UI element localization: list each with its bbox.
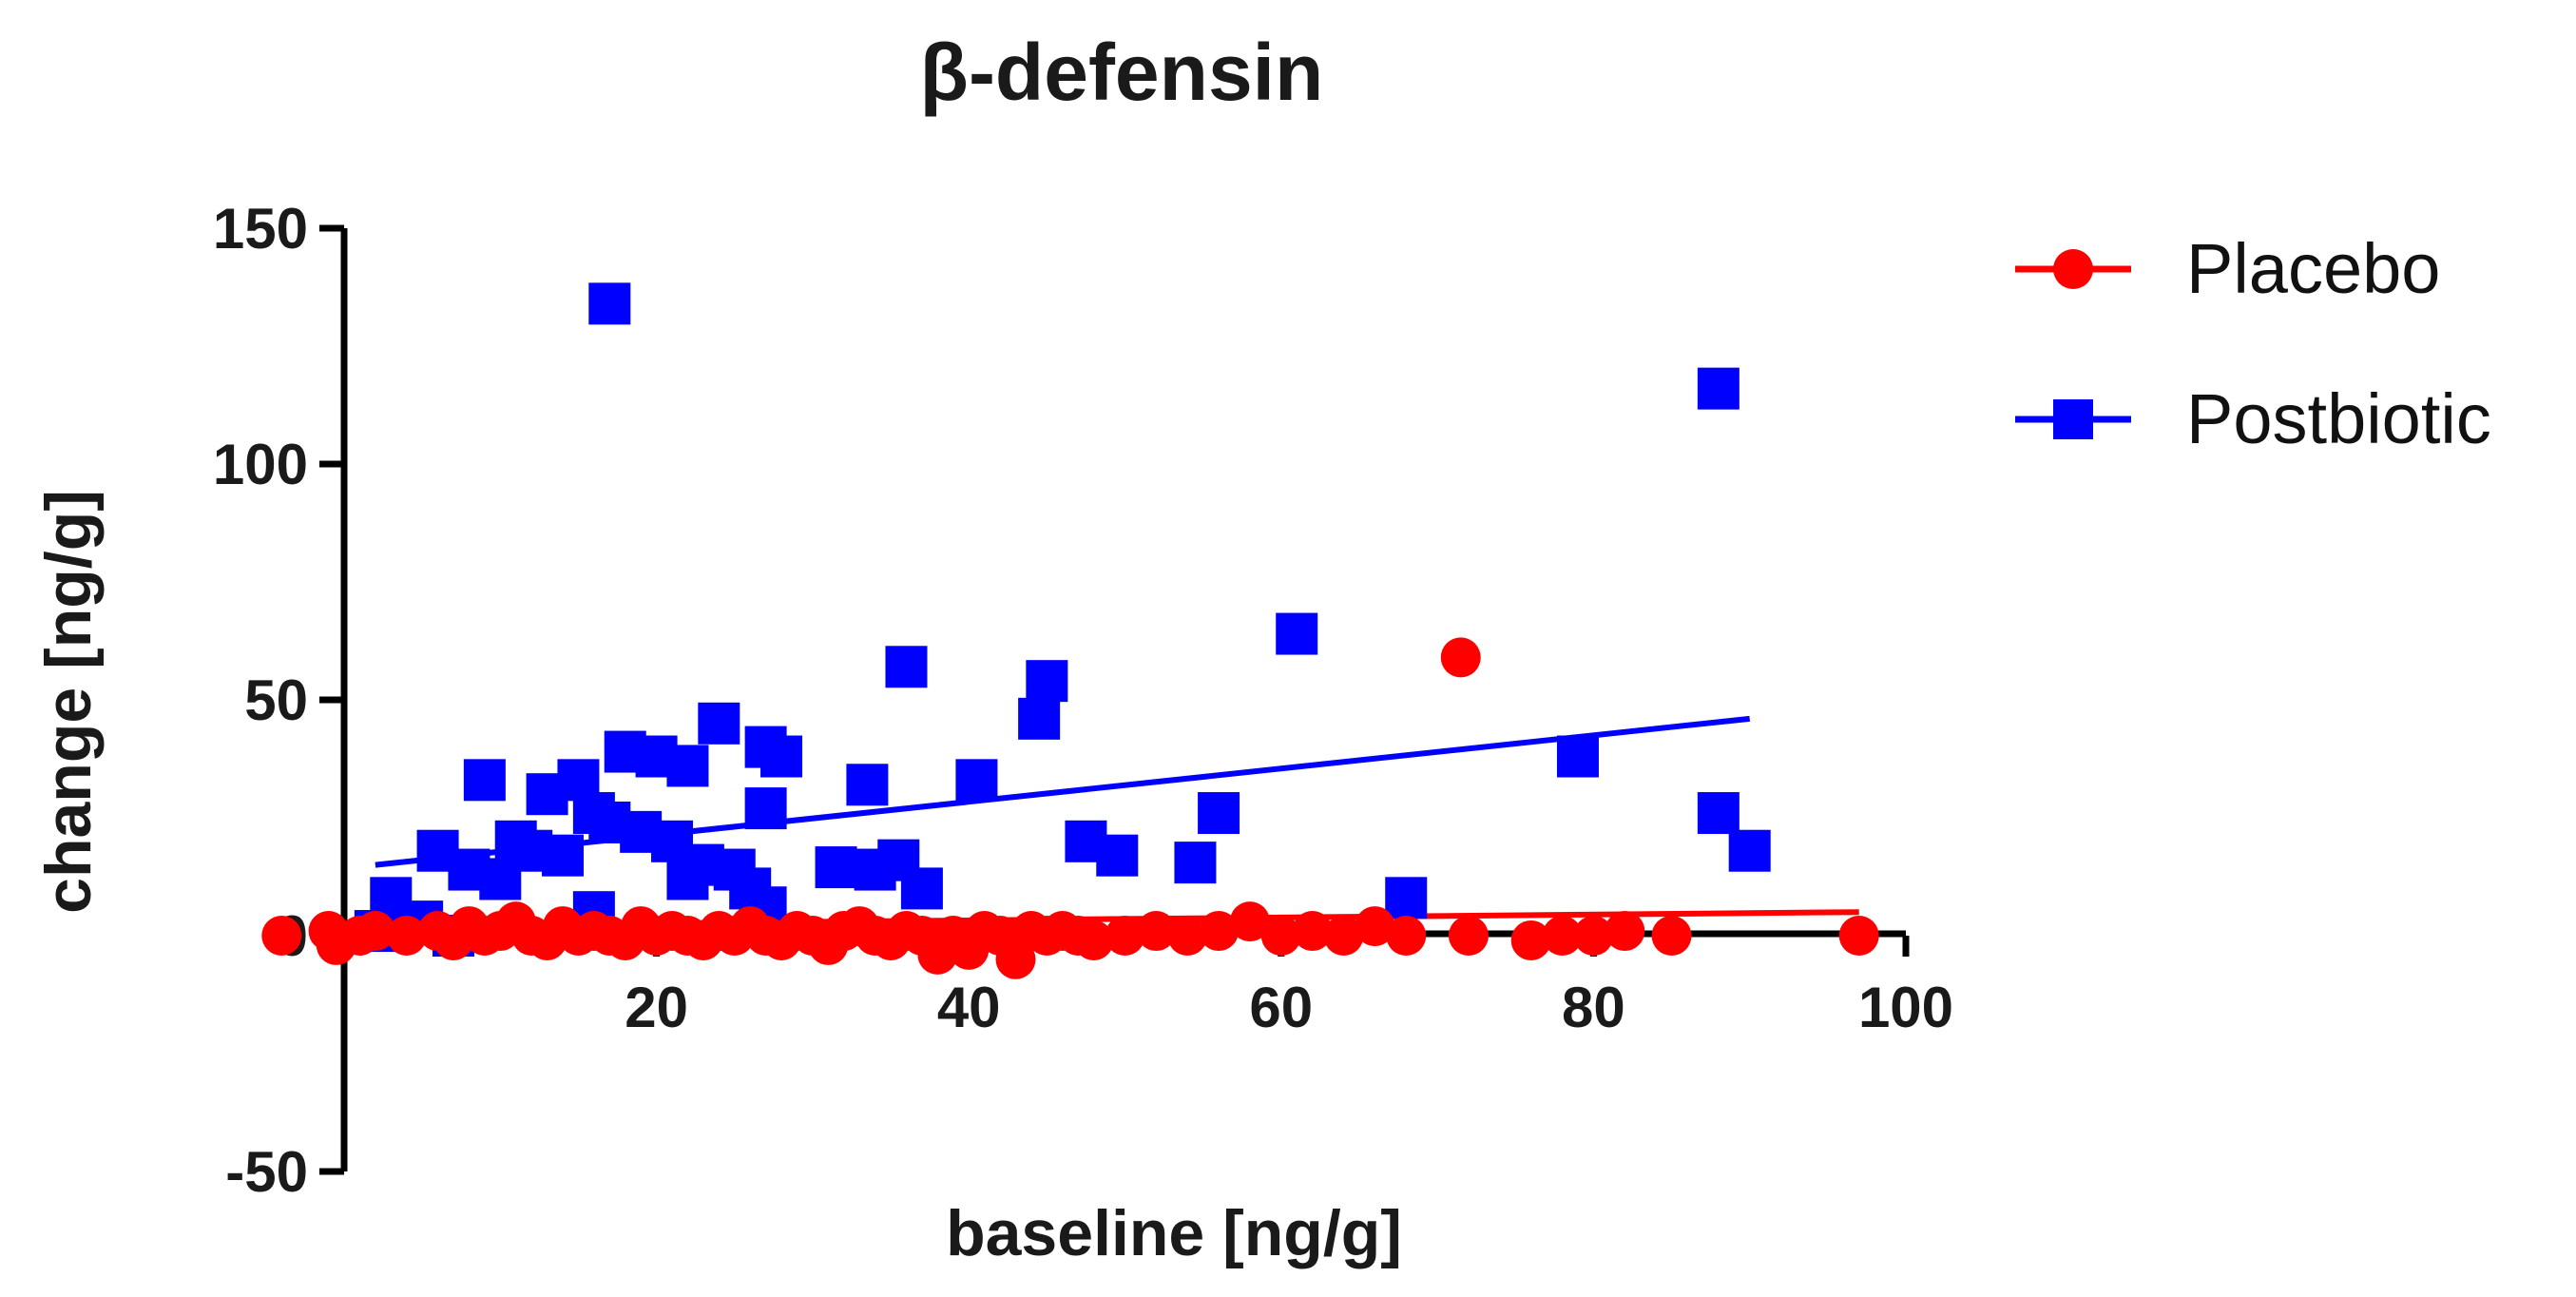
point-placebo xyxy=(1073,920,1114,960)
point-postbiotic xyxy=(1276,612,1318,655)
point-placebo xyxy=(1573,916,1614,956)
point-postbiotic xyxy=(1018,697,1061,740)
point-postbiotic xyxy=(1697,792,1740,835)
point-postbiotic xyxy=(1174,842,1217,884)
x-tick-label: 60 xyxy=(1249,976,1313,1039)
y-tick-label: 100 xyxy=(213,433,308,496)
point-placebo xyxy=(1105,916,1145,956)
y-axis-label: change [ng/g] xyxy=(32,490,105,914)
point-placebo xyxy=(355,911,395,952)
point-postbiotic xyxy=(1728,829,1771,872)
y-tick-label: 150 xyxy=(213,197,308,261)
legend-item-postbiotic: Postbiotic xyxy=(2015,379,2491,458)
legend-postbiotic-label: Postbiotic xyxy=(2186,379,2491,458)
point-placebo xyxy=(1448,916,1489,956)
point-postbiotic xyxy=(666,745,709,787)
point-placebo xyxy=(1292,911,1333,952)
point-postbiotic xyxy=(526,773,568,816)
point-placebo xyxy=(1167,916,1208,956)
point-postbiotic xyxy=(744,787,787,830)
series-placebo xyxy=(261,637,1879,979)
legend-postbiotic-marker xyxy=(2053,399,2093,439)
point-postbiotic xyxy=(854,848,896,891)
point-placebo xyxy=(1136,911,1177,952)
series-postbiotic xyxy=(354,282,1771,957)
point-postbiotic xyxy=(1556,735,1599,778)
x-tick-label: 20 xyxy=(625,976,688,1039)
point-postbiotic xyxy=(955,759,998,802)
point-postbiotic xyxy=(698,702,740,745)
point-postbiotic xyxy=(815,846,857,889)
point-placebo xyxy=(1440,637,1481,678)
point-placebo xyxy=(1651,916,1692,956)
point-postbiotic xyxy=(1198,792,1240,835)
point-placebo xyxy=(1355,906,1395,947)
y-tick-label: 50 xyxy=(244,668,308,732)
x-tick-label: 40 xyxy=(937,976,1001,1039)
point-placebo xyxy=(1260,916,1301,956)
point-postbiotic xyxy=(1026,660,1068,703)
point-postbiotic xyxy=(885,646,928,688)
legend-placebo-label: Placebo xyxy=(2186,229,2440,308)
point-placebo xyxy=(1605,911,1645,952)
point-postbiotic xyxy=(760,735,803,778)
point-postbiotic xyxy=(666,858,709,900)
point-placebo xyxy=(1323,916,1364,956)
point-postbiotic xyxy=(1385,877,1428,920)
chart-title: β-defensin xyxy=(920,28,1324,117)
x-ticks: 20 40 60 80 100 xyxy=(625,936,1953,1039)
point-postbiotic xyxy=(479,858,522,900)
x-tick-label: 80 xyxy=(1562,976,1625,1039)
x-tick-label: 100 xyxy=(1858,976,1953,1039)
point-postbiotic xyxy=(542,834,585,877)
point-postbiotic xyxy=(463,759,506,802)
point-placebo xyxy=(1199,911,1240,952)
legend: Placebo Postbiotic xyxy=(2015,229,2491,458)
legend-item-placebo: Placebo xyxy=(2015,229,2440,308)
point-placebo xyxy=(1510,920,1551,960)
point-postbiotic xyxy=(1697,367,1740,410)
point-placebo xyxy=(386,916,427,956)
y-ticks: -50050100150 xyxy=(213,197,344,1204)
point-placebo xyxy=(1838,916,1879,956)
point-placebo xyxy=(261,916,302,956)
legend-placebo-marker xyxy=(2053,249,2093,289)
x-axis-label: baseline [ng/g] xyxy=(946,1197,1402,1269)
point-placebo xyxy=(1542,916,1583,956)
point-postbiotic xyxy=(846,764,889,806)
y-tick-label: -50 xyxy=(225,1140,308,1204)
point-postbiotic xyxy=(1096,834,1139,877)
point-postbiotic xyxy=(900,867,943,910)
point-placebo xyxy=(1386,916,1427,956)
point-postbiotic xyxy=(588,282,631,325)
point-placebo xyxy=(1229,901,1270,942)
